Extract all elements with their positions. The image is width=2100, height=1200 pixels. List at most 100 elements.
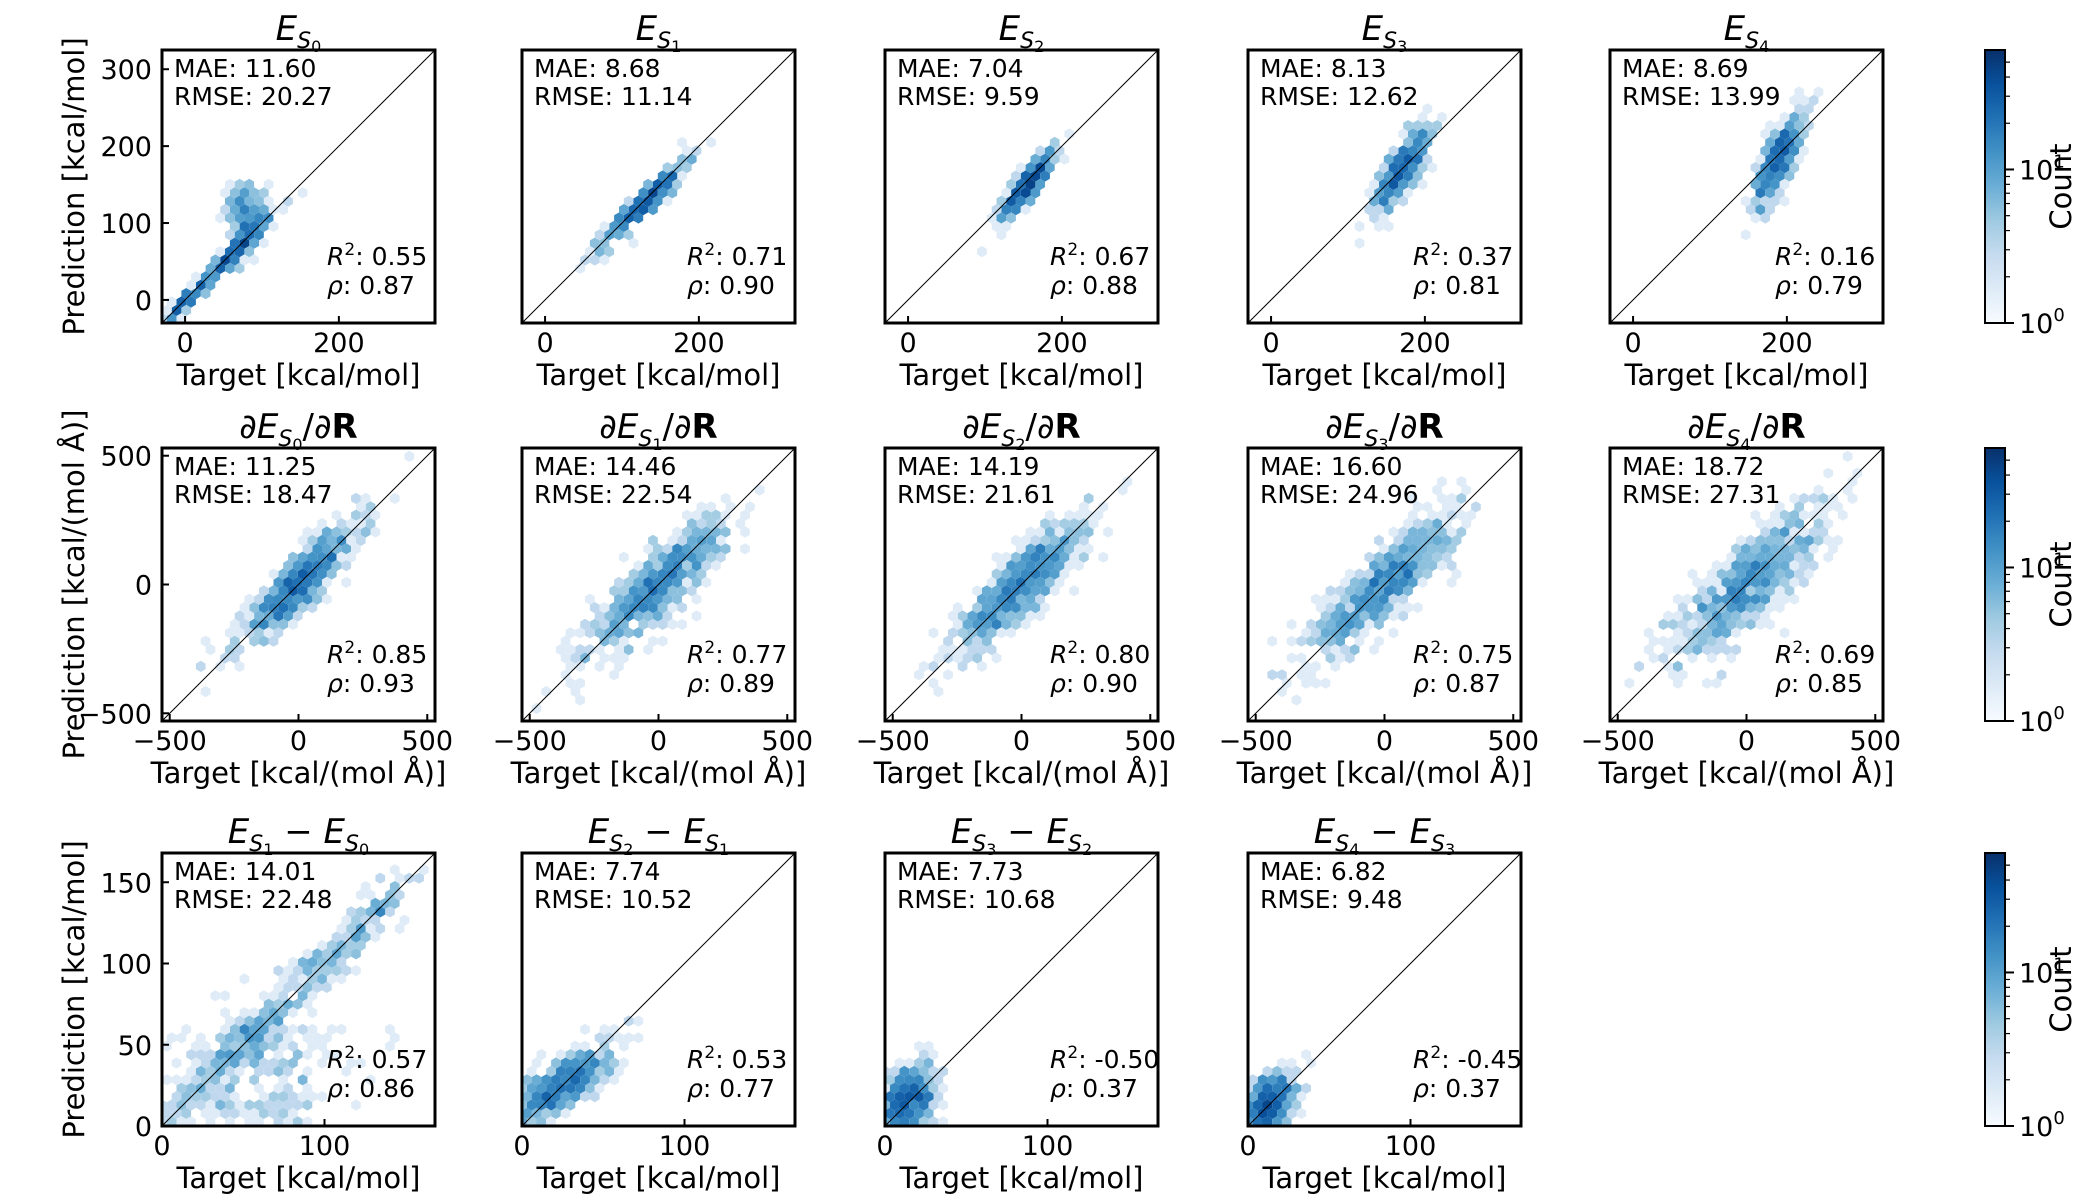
hexbin-cell xyxy=(375,923,386,935)
hexbin-cell xyxy=(1354,220,1365,232)
hexbin-cell xyxy=(278,204,289,216)
hexbin-cell xyxy=(885,1107,895,1119)
hexbin-cell xyxy=(1117,484,1128,496)
hexbin-cell xyxy=(302,560,313,572)
hexbin-cell xyxy=(657,187,668,199)
hexbin-cell xyxy=(745,501,755,513)
hexbin-cell xyxy=(580,1074,590,1086)
hexbin-cell xyxy=(672,576,682,588)
hexbin-cell xyxy=(1794,568,1804,580)
plot-title: ES2​ − ES1​ xyxy=(588,812,729,859)
hexbin-cell xyxy=(394,872,405,884)
hexbin-cell xyxy=(205,279,216,291)
mae-text: MAE: 6.82 xyxy=(1260,857,1387,886)
hexbin-cell xyxy=(297,551,308,563)
hexbin-cell xyxy=(585,246,595,258)
hexbin-cell xyxy=(278,585,289,597)
hexbin-cell xyxy=(560,635,571,647)
hexbin-cell xyxy=(1789,593,1800,605)
r2-text: R2: 0.53 xyxy=(687,1043,787,1074)
hexbin-cell xyxy=(297,1091,308,1103)
hexbin-cell xyxy=(1030,568,1041,580)
hexbin-cell xyxy=(283,1065,293,1077)
hexbin-cell xyxy=(986,627,997,639)
hexbin-cell xyxy=(614,212,624,224)
hexbin-cell xyxy=(522,1091,532,1103)
hexbin-cell xyxy=(225,246,235,258)
hexbin-cell xyxy=(503,1125,513,1136)
hexbin-cell xyxy=(1045,543,1055,555)
hexbin-cell xyxy=(215,262,225,274)
x-axis-label: Target [kcal/mol] xyxy=(899,1161,1144,1195)
hexbin-cell xyxy=(1383,204,1394,216)
hexbin-cell xyxy=(1011,170,1021,182)
hexbin-cell xyxy=(638,187,649,199)
hexbin-cell xyxy=(424,822,434,833)
hexbin-cell xyxy=(225,195,235,207)
x-tick-label: 0 xyxy=(176,328,193,359)
hexbin-cell xyxy=(166,1032,177,1044)
hexbin-cell xyxy=(555,1049,566,1061)
hexbin-cell xyxy=(967,610,978,622)
hexbin-cell xyxy=(239,1057,250,1069)
hexbin-cell xyxy=(991,652,1002,664)
hexbin-cell xyxy=(1040,534,1050,546)
hexbin-cell xyxy=(871,1099,881,1110)
hexbin-cell xyxy=(263,1099,274,1111)
hexbin-cell xyxy=(234,1049,245,1061)
hexbin-cell xyxy=(1398,576,1408,588)
hexbin-cell xyxy=(565,644,576,656)
hexbin-cell xyxy=(326,973,337,985)
hexbin-cell xyxy=(1286,1057,1297,1069)
hexbin-cell xyxy=(302,998,313,1010)
hexbin-cell xyxy=(302,543,313,555)
hexbin-cell xyxy=(1442,534,1452,546)
hexbin-cell xyxy=(1030,551,1041,563)
rmse-text: RMSE: 22.54 xyxy=(534,480,693,509)
hexbin-cell xyxy=(1015,178,1026,190)
rmse-text: RMSE: 12.62 xyxy=(1260,82,1419,111)
hexbin-cell xyxy=(648,568,658,580)
hexbin-cell xyxy=(1403,568,1413,580)
hexbin-cell xyxy=(928,660,939,672)
hexbin-cell xyxy=(604,1065,615,1077)
hexbin-cell xyxy=(220,1091,230,1103)
hexbin-cell xyxy=(604,1049,615,1061)
hexbin-cell xyxy=(1248,1074,1258,1086)
hexbin-cell xyxy=(682,526,692,538)
hexbin-cell xyxy=(1359,576,1370,588)
hexbin-cell xyxy=(1847,492,1858,504)
hexbin-cell xyxy=(215,1049,225,1061)
hexbin-cell xyxy=(1658,618,1669,630)
hexbin-cell xyxy=(307,973,318,985)
hexbin-cell xyxy=(220,1007,230,1019)
hexbin-cell xyxy=(1412,136,1423,148)
hexbin-cell xyxy=(594,229,605,241)
hexbin-cell xyxy=(619,652,629,664)
hexbin-cell xyxy=(894,1107,905,1119)
hexbin-cell xyxy=(1335,602,1345,614)
plot-title: ES3​ − ES2​ xyxy=(951,812,1092,859)
hexbin-cell xyxy=(244,1099,255,1111)
hexbin-cell xyxy=(234,610,245,622)
x-axis-label: Target [kcal/(mol Å)] xyxy=(510,756,807,790)
hexbin-cell xyxy=(1794,518,1804,530)
hexbin-cell xyxy=(1320,593,1331,605)
hexbin-cell xyxy=(1383,585,1394,597)
hexbin-cell xyxy=(1398,610,1408,622)
r2-text: R2: 0.75 xyxy=(1413,638,1513,669)
hexbin-cell xyxy=(322,526,332,538)
hexbin-cell xyxy=(1466,509,1476,521)
hexbin-cell xyxy=(652,560,663,572)
hexbin-cell xyxy=(623,212,634,224)
x-tick-label: 200 xyxy=(1399,328,1451,359)
hexbin-cell xyxy=(1079,518,1089,530)
hexbin-cell xyxy=(982,635,992,647)
r2-text: R2: 0.57 xyxy=(327,1043,427,1074)
hexbin-cell xyxy=(302,965,313,977)
hexbin-cell xyxy=(575,660,585,672)
y-tick-label: 0 xyxy=(135,571,152,602)
hexbin-cell xyxy=(1456,476,1467,488)
hexbin-cell xyxy=(1059,518,1070,530)
rmse-text: RMSE: 21.61 xyxy=(897,480,1056,509)
